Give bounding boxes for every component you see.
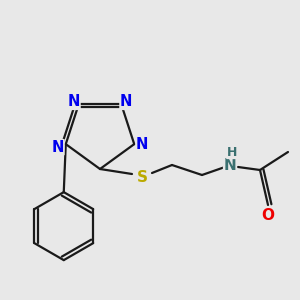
Text: N: N — [224, 158, 236, 172]
Text: S: S — [136, 169, 148, 184]
Text: H: H — [227, 146, 237, 158]
Text: N: N — [136, 136, 148, 152]
Text: N: N — [52, 140, 64, 154]
Text: N: N — [68, 94, 80, 110]
Text: N: N — [120, 94, 132, 110]
Text: O: O — [262, 208, 275, 223]
